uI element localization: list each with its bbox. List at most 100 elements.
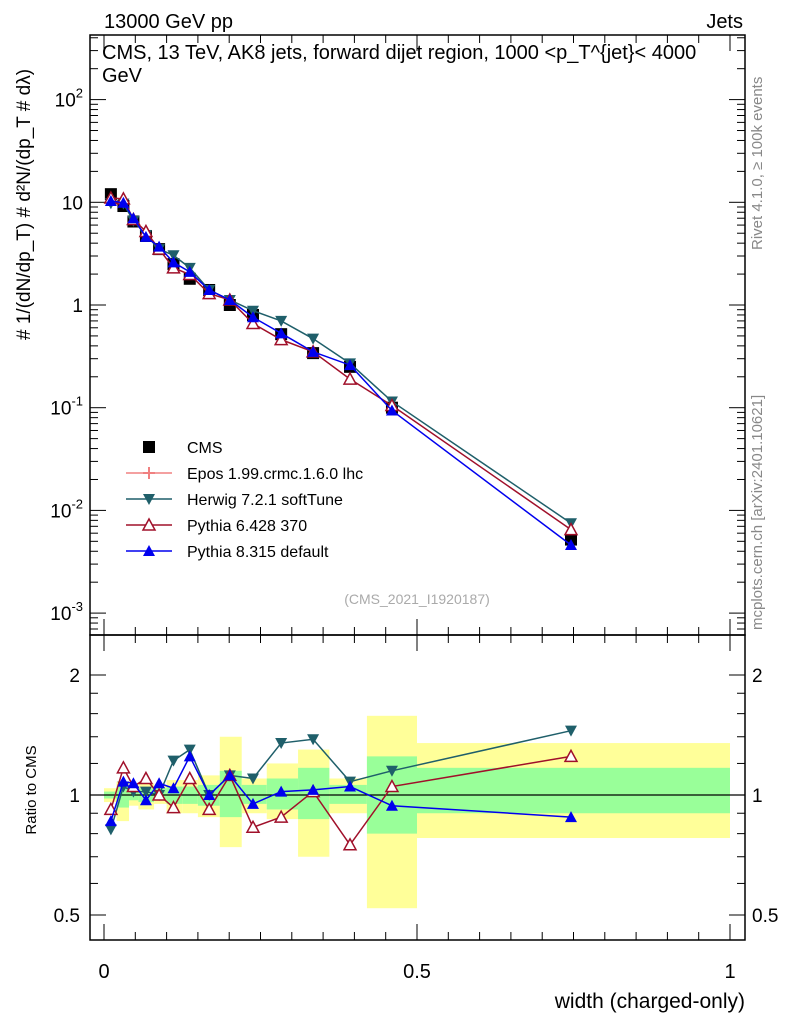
ratio-point-pythia8 [104, 815, 117, 827]
main-point-herwig [307, 333, 320, 345]
main-point-pythia8 [167, 256, 180, 268]
ratio-point-herwig [246, 773, 259, 785]
x-tick-label: 0 [98, 961, 109, 983]
main-point-pythia6 [342, 371, 358, 385]
ratio-point-pythia8 [117, 775, 130, 787]
ratio-point-pythia8 [344, 780, 357, 792]
y-tick-label: 10-2 [50, 496, 83, 522]
ratio-point-pythia8 [203, 789, 216, 800]
ratio-point-pythia6 [166, 799, 181, 814]
ratio-y-tick-label-right: 2 [752, 666, 763, 687]
y-tick-label: 10-1 [50, 394, 83, 420]
y-tick-label: 10 [62, 193, 83, 214]
ratio-point-pythia8 [564, 811, 577, 823]
ratio-point-pythia6 [384, 778, 400, 793]
main-point-pythia8 [385, 404, 398, 416]
ratio-point-pythia6 [138, 770, 154, 785]
ratio-point-pythia6 [273, 809, 289, 823]
y-tick-label: 102 [55, 86, 83, 112]
main-point-pythia8 [307, 345, 320, 357]
legend-entry-pythia8: Pythia 8.315 default [126, 544, 329, 561]
legend-entry-epos: Epos 1.99.crmc.1.6.0 lhc [126, 466, 363, 483]
ratio-point-pythia6 [182, 770, 198, 785]
main-point-pythia8 [564, 539, 577, 551]
ratio-y-label: Ratio to CMS [23, 745, 40, 834]
legend-entry-herwig: Herwig 7.2.1 softTune [126, 492, 343, 509]
header-left: 13000 GeV pp [104, 11, 233, 33]
ratio-point-herwig [564, 725, 577, 737]
main-point-herwig [246, 305, 259, 317]
ratio-y-tick-label-right: 1 [752, 786, 763, 807]
main-point-pythia8 [223, 293, 236, 305]
main-point-pythia8 [203, 283, 216, 295]
main-point-pythia8 [153, 240, 166, 252]
y-axis-label: # 1/(dN/dp_T) # d²N/(dp_T # dλ) [14, 69, 35, 340]
main-point-pythia8 [275, 327, 288, 339]
legend-marker-cms [143, 441, 155, 453]
ratio-point-pythia6 [563, 748, 579, 763]
main-point-herwig [275, 315, 288, 327]
legend-marker-pythia8 [143, 545, 155, 556]
ratio-point-pythia8 [153, 777, 166, 789]
mcplots-label: mcplots.cern.ch [arXiv:2401.10621] [749, 395, 766, 630]
ratio-y-tick-label: 0.5 [54, 906, 80, 927]
x-tick-label: 1 [724, 961, 735, 983]
y-tick-label: 1 [72, 296, 83, 317]
legend-marker-pythia6 [141, 517, 157, 531]
ratio-y-tick-label-right: 0.5 [752, 906, 778, 927]
ratio-point-pythia8 [183, 750, 196, 762]
ratio-point-herwig [307, 734, 320, 746]
ratio-point-pythia8 [307, 783, 320, 795]
legend-label: Pythia 8.315 default [187, 544, 329, 561]
ratio-point-pythia6 [116, 760, 131, 774]
main-point-pythia8 [104, 194, 117, 206]
y-tick-label: 10-3 [50, 599, 83, 625]
ratio-point-herwig [385, 765, 398, 777]
main-point-pythia8 [183, 265, 196, 277]
legend-marker-epos [143, 467, 155, 479]
main-point-pythia6 [273, 332, 289, 346]
x-axis-label: width (charged-only) [554, 990, 745, 1013]
ratio-point-pythia6 [245, 819, 261, 834]
ratio-y-tick-label: 2 [69, 666, 80, 687]
main-point-pythia8 [117, 196, 130, 208]
ratio-point-pythia8 [127, 777, 140, 789]
ratio-point-pythia6 [201, 801, 217, 816]
legend-marker-herwig [143, 494, 155, 505]
ratio-band-inner [417, 767, 730, 814]
legend-label: Epos 1.99.crmc.1.6.0 lhc [187, 466, 363, 483]
ratio-band-inner [241, 784, 267, 804]
legend-label: CMS [187, 440, 223, 457]
legend-entry-pythia6: Pythia 6.428 370 [126, 517, 307, 535]
main-point-pythia8 [139, 230, 152, 242]
ratio-point-pythia8 [246, 797, 259, 809]
x-tick-label: 0.5 [403, 961, 431, 983]
header-right: Jets [706, 11, 743, 33]
ratio-point-pythia8 [275, 785, 288, 797]
ratio-point-herwig [275, 738, 288, 750]
ratio-point-herwig [139, 786, 152, 798]
ratio-point-pythia8 [385, 799, 398, 811]
ratio-point-herwig [167, 755, 180, 767]
analysis-annotation: (CMS_2021_I1920187) [344, 591, 490, 607]
main-point-pythia8 [344, 359, 357, 371]
ratio-point-pythia6 [151, 787, 167, 801]
legend-entry-cms: CMS [143, 440, 223, 457]
main-point-pythia6 [563, 522, 579, 536]
ratio-point-herwig [183, 744, 196, 756]
main-point-pythia8 [127, 212, 140, 224]
ratio-point-pythia8 [223, 769, 236, 781]
ratio-y-tick-label: 1 [69, 786, 80, 807]
rivet-label: Rivet 4.1.0, ≥ 100k events [749, 77, 766, 250]
main-point-pythia8 [246, 311, 259, 323]
legend-label: Herwig 7.2.1 softTune [187, 492, 343, 509]
ratio-point-pythia8 [139, 794, 152, 806]
ratio-point-herwig [104, 824, 117, 836]
legend-label: Pythia 6.428 370 [187, 518, 307, 535]
main-point-herwig [167, 250, 180, 262]
ratio-point-pythia8 [167, 782, 180, 794]
plot-title: CMS, 13 TeV, AK8 jets, forward dijet reg… [102, 42, 697, 87]
ratio-point-pythia6 [342, 837, 358, 851]
main-point-pythia6 [245, 315, 261, 330]
